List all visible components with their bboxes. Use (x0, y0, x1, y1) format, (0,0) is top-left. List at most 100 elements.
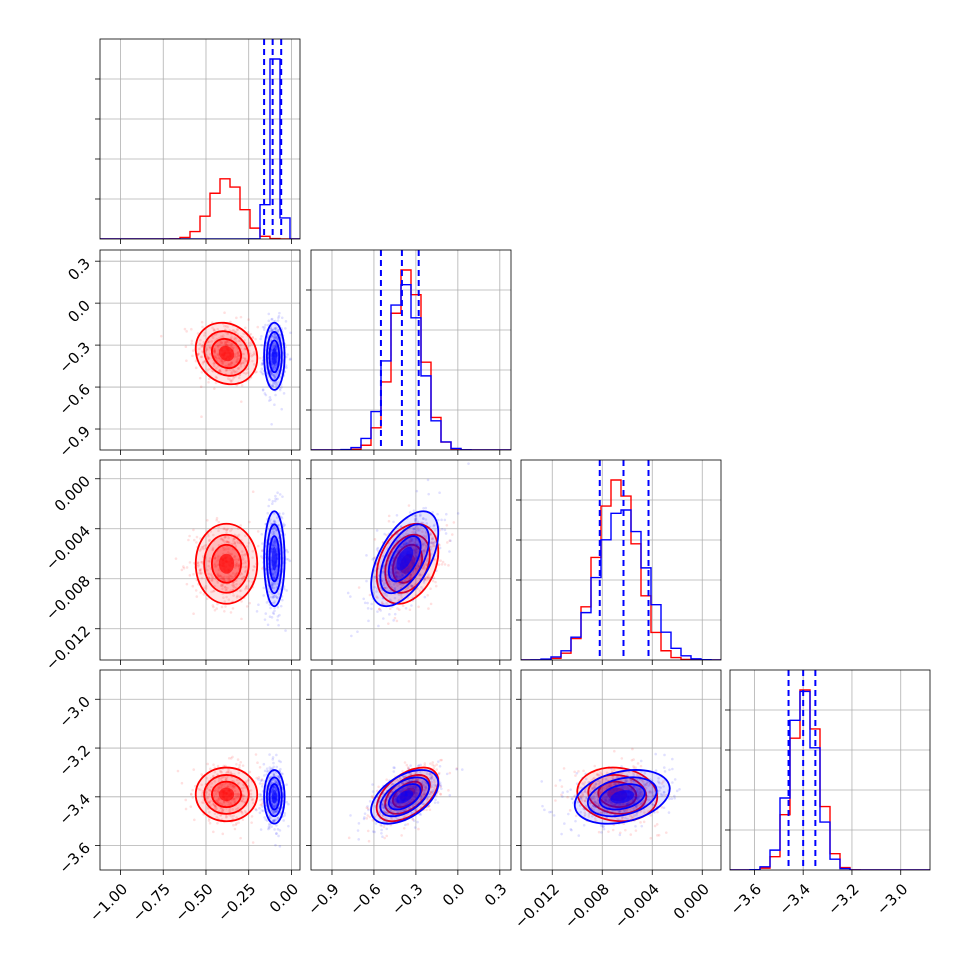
sample-point (244, 569, 248, 572)
sample-point (244, 566, 247, 569)
sample-point (425, 786, 428, 790)
sample-point (218, 343, 222, 347)
sample-point (262, 762, 266, 766)
sample-point (393, 800, 397, 803)
sample-point (278, 387, 282, 390)
sample-point (411, 537, 414, 541)
sample-point (210, 575, 214, 578)
sample-point (609, 782, 613, 786)
sample-point (226, 377, 230, 380)
sample-point (577, 770, 580, 773)
sample-point (416, 792, 419, 795)
sample-point (429, 532, 432, 535)
contour-line (370, 769, 440, 825)
sample-point (572, 795, 576, 798)
sample-point (417, 605, 420, 609)
sample-point (438, 781, 442, 785)
sample-point (413, 542, 416, 545)
sample-point (385, 834, 389, 838)
sample-point (273, 365, 277, 369)
sample-point (256, 761, 259, 765)
sample-point (233, 801, 236, 804)
sample-point (271, 540, 275, 543)
sample-point (213, 804, 217, 808)
sample-point (274, 780, 277, 783)
sample-point (212, 362, 216, 365)
sample-point (253, 565, 257, 569)
sample-point (235, 562, 239, 566)
sample-point (273, 609, 276, 613)
sample-point (271, 582, 275, 585)
sample-point (225, 595, 228, 599)
sample-point (216, 821, 219, 825)
sample-point (638, 788, 642, 792)
sample-point (200, 560, 204, 564)
sample-point (393, 797, 396, 801)
sample-point (426, 797, 430, 801)
sample-point (421, 544, 424, 547)
sample-point (256, 325, 260, 329)
sample-point (347, 836, 351, 840)
sample-point (222, 577, 225, 581)
sample-point (225, 782, 228, 785)
sample-point (277, 775, 280, 779)
sample-point (381, 571, 385, 574)
sample-point (272, 541, 276, 544)
sample-point (216, 352, 219, 356)
sample-point (282, 819, 285, 822)
sample-point (275, 546, 279, 550)
sample-point (218, 370, 222, 373)
sample-point (629, 779, 633, 783)
sample-point (415, 567, 419, 570)
sample-point (428, 773, 432, 776)
sample-point (410, 539, 414, 543)
sample-point (433, 801, 437, 804)
sample-point (260, 549, 264, 552)
sample-point (276, 596, 279, 600)
sample-point (414, 582, 417, 586)
sample-point (274, 337, 278, 340)
sample-point (220, 770, 224, 774)
sample-point (373, 556, 377, 559)
sample-point (400, 592, 403, 596)
sample-point (275, 381, 279, 385)
sample-point (212, 803, 216, 807)
sample-point (264, 323, 267, 327)
sample-point (259, 370, 263, 373)
sample-point (639, 821, 642, 824)
sample-point (605, 771, 609, 775)
sample-point (402, 787, 405, 790)
sample-point (203, 331, 207, 335)
sample-point (216, 344, 220, 348)
sample-point (270, 767, 273, 770)
sample-point (214, 381, 218, 385)
sample-point (405, 567, 408, 570)
sample-point (632, 798, 635, 801)
sample-point (589, 790, 592, 793)
sample-point (236, 758, 240, 761)
sample-point (395, 794, 398, 798)
sample-point (274, 541, 277, 545)
sample-point (583, 811, 587, 814)
sample-point (272, 382, 275, 386)
sample-point (362, 817, 366, 821)
panel-frame (99, 38, 301, 240)
sample-point (220, 786, 223, 789)
sample-point (217, 787, 221, 791)
sample-point (275, 832, 278, 835)
sample-point (216, 789, 220, 792)
sample-point (259, 356, 262, 360)
sample-point (633, 796, 637, 799)
sample-point (268, 766, 272, 769)
sample-point (381, 596, 385, 600)
sample-point (440, 528, 444, 531)
sample-point (237, 366, 241, 370)
sample-point (200, 545, 204, 549)
sample-point (447, 564, 450, 567)
sample-point (407, 541, 411, 545)
sample-point (272, 772, 275, 776)
sample-point (404, 543, 408, 546)
sample-point (574, 774, 577, 777)
sample-point (268, 826, 271, 830)
sample-point (285, 589, 288, 592)
